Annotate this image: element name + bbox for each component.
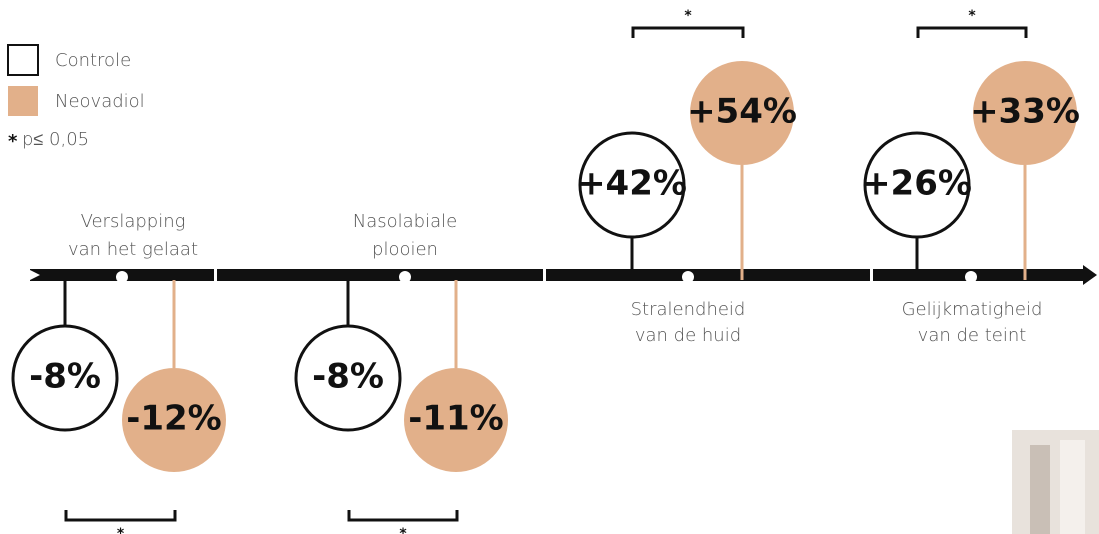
legend-swatch-neovadiol <box>8 86 38 116</box>
control-value: +42% <box>577 164 687 204</box>
group-label: Gelijkmatigheid <box>902 299 1043 320</box>
significance-star: * <box>684 8 692 24</box>
significance-bracket <box>918 28 1026 38</box>
timeline-dot <box>965 271 977 283</box>
timeline-dot <box>116 271 128 283</box>
control-value: -8% <box>312 357 384 397</box>
timeline <box>28 265 1097 285</box>
significance-star: * <box>968 8 976 24</box>
note-text: p≤ 0,05 <box>22 129 89 150</box>
group-label: Nasolabiale <box>353 211 457 232</box>
legend-label: Controle <box>55 50 131 71</box>
control-value: -8% <box>29 357 101 397</box>
neovadiol-value: +33% <box>970 92 1080 132</box>
neovadiol-value: +54% <box>687 92 797 132</box>
significance-star: * <box>399 526 407 534</box>
group-label: van de teint <box>918 325 1027 346</box>
note-symbol: * <box>8 131 18 152</box>
product-image <box>1012 430 1099 534</box>
significance-bracket <box>633 28 743 38</box>
group-label: van het gelaat <box>68 239 198 260</box>
significance-bracket <box>66 510 175 520</box>
group-label: van de huid <box>635 325 741 346</box>
group-label: Verslapping <box>81 211 186 232</box>
infographic: Controle Neovadiol * p≤ 0,05 -8% -12% Vers… <box>0 0 1099 534</box>
legend-label: Neovadiol <box>55 91 145 112</box>
significance-star: * <box>117 526 125 534</box>
timeline-dot <box>682 271 694 283</box>
legend-swatch-control <box>8 45 38 75</box>
significance-bracket <box>349 510 457 520</box>
control-value: +26% <box>862 164 972 204</box>
group-label: Stralendheid <box>631 299 746 320</box>
group-label: plooien <box>372 239 438 260</box>
neovadiol-value: -12% <box>126 399 222 439</box>
timeline-dot <box>399 271 411 283</box>
neovadiol-value: -11% <box>408 399 504 439</box>
